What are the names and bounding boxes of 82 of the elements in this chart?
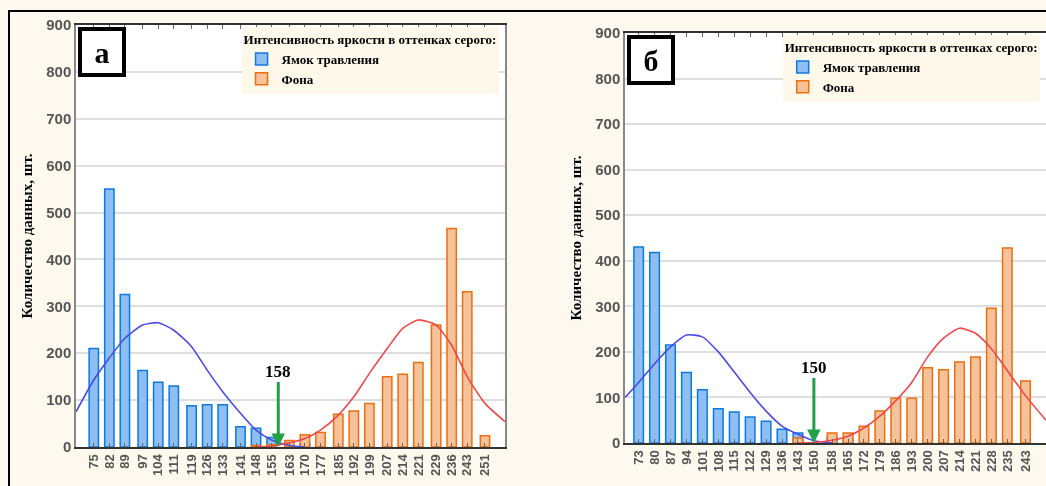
x-tick-label: 207 (379, 454, 395, 476)
y-tick-label: 900 (46, 16, 72, 34)
x-tick-label: 87 (662, 450, 678, 465)
legend-label: Ямок травления (281, 52, 380, 68)
x-tick-label: 101 (694, 450, 710, 472)
x-tick-label: 115 (726, 450, 742, 472)
legend-title: Интенсивность яркости в оттенках серого: (784, 39, 1038, 55)
x-tick-label: 165 (840, 450, 856, 472)
x-tick-label: 243 (459, 454, 475, 476)
x-tick-label: 155 (263, 454, 279, 476)
y-tick-label: 0 (611, 434, 621, 452)
x-tick-label: 75 (86, 454, 101, 469)
x-tick-label: 80 (646, 450, 662, 465)
y-tick-label: 200 (595, 343, 621, 361)
x-tick-label: 214 (951, 449, 967, 472)
x-tick-label: 119 (183, 454, 199, 476)
y-tick-label: 600 (595, 160, 621, 178)
x-tick-label: 136 (774, 450, 790, 472)
y-tick-label: 500 (46, 203, 72, 221)
y-tick-label: 500 (595, 206, 621, 224)
y-axis-title: Количество данных, шт. (18, 153, 35, 319)
x-tick-label: 122 (742, 450, 758, 472)
x-tick-label: 150 (806, 450, 822, 472)
x-tick-label: 214 (394, 453, 410, 476)
x-tick-label: 236 (443, 454, 459, 476)
x-tick-label: 243 (1017, 450, 1033, 472)
annotation: 150 (801, 358, 827, 377)
y-tick-label: 800 (595, 69, 621, 87)
x-tick-label: 221 (410, 454, 426, 476)
x-tick-label: 207 (935, 450, 951, 472)
x-tick-label: 192 (346, 454, 362, 476)
y-tick-label: 700 (46, 110, 72, 128)
y-axis-title: Количество данных, шт. (567, 155, 584, 321)
x-tick-label: 251 (477, 454, 493, 476)
x-tick-label: 179 (872, 450, 888, 472)
x-tick-label: 133 (214, 454, 230, 476)
y-tick-label: 100 (595, 388, 621, 406)
y-tick-label: 400 (595, 252, 621, 270)
x-tick-label: 111 (166, 454, 182, 475)
annotation: а (94, 35, 110, 69)
y-tick-label: 800 (46, 63, 72, 81)
x-tick-label: 172 (856, 450, 872, 472)
x-tick-label: 104 (150, 453, 166, 476)
x-tick-label: 170 (297, 454, 313, 476)
x-tick-label: 235 (999, 450, 1015, 472)
y-tick-label: 100 (46, 391, 72, 409)
x-tick-label: 73 (630, 450, 646, 465)
legend-title: Интенсивность яркости в оттенках серого: (243, 32, 497, 48)
x-tick-label: 94 (678, 449, 694, 465)
annotation: 158 (265, 362, 291, 381)
y-tick-label: 600 (46, 156, 72, 174)
y-tick-label: 700 (595, 115, 621, 133)
y-tick-label: 400 (46, 250, 72, 268)
annotation: б (643, 43, 659, 77)
x-tick-label: 163 (281, 454, 297, 476)
x-tick-label: 185 (330, 454, 346, 476)
x-tick-label: 228 (983, 450, 999, 472)
x-tick-label: 82 (101, 454, 117, 469)
y-tick-label: 300 (595, 297, 621, 315)
legend-label: Фона (822, 79, 855, 95)
x-tick-label: 126 (199, 454, 215, 476)
x-tick-label: 129 (758, 450, 774, 472)
x-tick-label: 158 (824, 450, 840, 472)
y-tick-label: 0 (62, 438, 72, 456)
x-tick-label: 221 (967, 450, 983, 472)
x-tick-label: 97 (134, 454, 150, 469)
x-tick-label: 229 (428, 454, 444, 476)
x-tick-label: 193 (903, 450, 919, 472)
y-tick-label: 200 (46, 344, 72, 362)
y-tick-label: 300 (46, 297, 72, 315)
x-tick-label: 199 (361, 454, 377, 476)
x-tick-label: 148 (248, 454, 264, 476)
x-tick-label: 143 (790, 450, 806, 472)
x-tick-label: 89 (117, 454, 133, 469)
y-tick-label: 900 (595, 24, 621, 42)
legend-label: Фона (281, 71, 314, 87)
x-tick-label: 141 (232, 454, 248, 476)
x-tick-label: 186 (888, 450, 904, 472)
x-tick-label: 108 (710, 450, 726, 472)
x-tick-label: 200 (919, 450, 935, 472)
x-tick-label: 177 (312, 454, 328, 476)
legend-label: Ямок травления (822, 59, 921, 75)
